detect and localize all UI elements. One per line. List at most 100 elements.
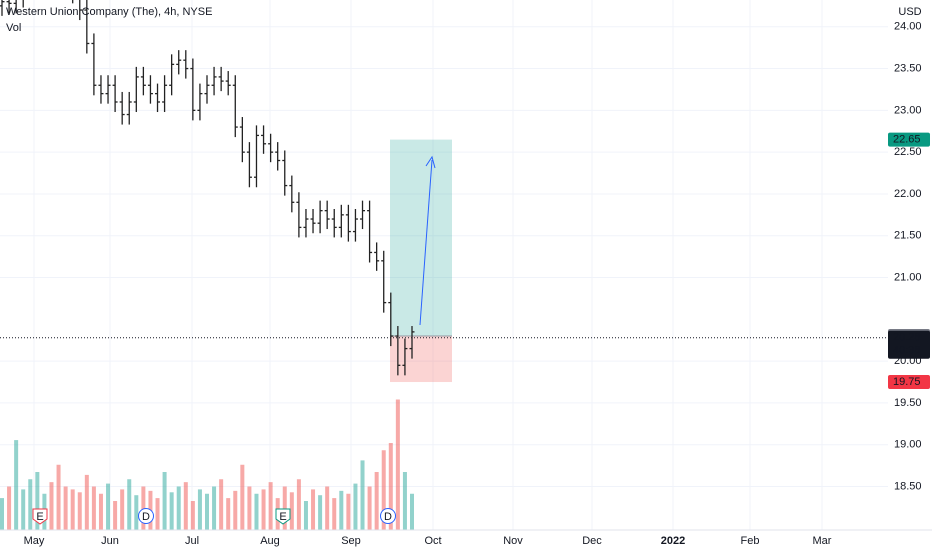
x-tick-label: 2022 xyxy=(661,535,685,547)
stop-label-box xyxy=(888,375,930,390)
volume-bar xyxy=(127,479,132,530)
x-tick-label: Jul xyxy=(185,535,199,547)
volume-bar xyxy=(205,493,209,530)
x-tick-label: Dec xyxy=(582,535,602,547)
y-tick-label: 23.00 xyxy=(894,104,922,116)
volume-bar xyxy=(155,498,160,530)
y-tick-label: 19.50 xyxy=(894,397,922,409)
volume-bar xyxy=(169,492,174,530)
volume-bar xyxy=(325,486,330,530)
x-tick-label: Jun xyxy=(101,535,119,547)
volume-bar xyxy=(28,479,33,530)
volume-bar xyxy=(374,472,379,530)
volume-bar xyxy=(70,489,75,530)
event-marker: E xyxy=(275,508,291,525)
volume-bar xyxy=(91,486,96,530)
volume-bar xyxy=(268,482,273,530)
volume-bar xyxy=(303,501,308,530)
event-marker: D xyxy=(380,508,396,524)
volume-bar xyxy=(395,399,400,530)
x-tick-label: Aug xyxy=(260,535,280,547)
event-label: E xyxy=(36,511,43,523)
volume-bar xyxy=(311,489,316,530)
volume-bar xyxy=(0,498,4,530)
volume-bar xyxy=(318,495,323,530)
volume-bar xyxy=(106,483,111,530)
volume-bar xyxy=(240,464,245,530)
volume-bar xyxy=(402,472,407,530)
volume-bar xyxy=(289,492,294,530)
volume-bar xyxy=(381,450,386,530)
event-label: D xyxy=(384,511,392,523)
arrow-head xyxy=(425,155,436,169)
volume-bar xyxy=(247,486,252,530)
volume-bar xyxy=(141,486,146,530)
volume-bar xyxy=(14,440,19,530)
volume-bar xyxy=(49,482,54,530)
volume-bar xyxy=(410,493,414,530)
volume-bar xyxy=(56,464,61,530)
volume-bar xyxy=(63,486,68,530)
y-tick-label: 21.00 xyxy=(894,271,922,283)
countdown: 40:38 xyxy=(893,345,921,357)
x-tick-label: Feb xyxy=(741,535,760,547)
position-arrow xyxy=(419,159,433,326)
y-tick-label: 22.50 xyxy=(894,146,922,158)
volume-bar xyxy=(261,489,266,530)
position-profit xyxy=(390,139,452,337)
volume-label: Vol xyxy=(6,22,21,34)
volume-bar xyxy=(197,489,202,530)
x-tick-label: May xyxy=(24,535,45,547)
event-shape xyxy=(380,508,396,524)
y-tick-label: 24.00 xyxy=(894,21,922,33)
volume-bar xyxy=(190,501,195,530)
volume-bar xyxy=(183,482,188,530)
volume-bar xyxy=(367,486,372,530)
volume-bar xyxy=(162,472,167,530)
y-tick-label: 18.50 xyxy=(894,480,922,492)
volume-bar xyxy=(339,490,344,530)
event-shape xyxy=(138,508,154,524)
position-loss xyxy=(390,336,452,383)
last-price-box xyxy=(888,330,930,359)
volume-bar xyxy=(226,498,231,530)
y-tick-label: 19.00 xyxy=(894,439,922,451)
volume-bar xyxy=(388,443,393,530)
event-label: E xyxy=(279,511,286,523)
currency: USD xyxy=(898,6,921,18)
y-tick-label: 21.50 xyxy=(894,230,922,242)
volume-bar xyxy=(84,474,89,530)
stop-label: 19.75 xyxy=(893,376,921,388)
volume-bar xyxy=(296,479,301,530)
volume-bar xyxy=(332,498,337,530)
chart-title: Western Union Company (The), 4h, NYSE xyxy=(6,6,212,18)
x-tick-label: Nov xyxy=(503,535,523,547)
volume-bar xyxy=(134,495,139,530)
event-shape xyxy=(275,508,291,525)
y-tick-label: 22.00 xyxy=(894,188,922,200)
x-tick-label: Sep xyxy=(341,535,361,547)
last-price-label: 20.28 xyxy=(893,332,921,344)
volume-bar xyxy=(77,492,82,530)
event-label: D xyxy=(142,511,150,523)
volume-bar xyxy=(212,486,217,530)
volume-bar xyxy=(21,489,26,530)
volume-bar xyxy=(360,460,365,530)
volume-bar xyxy=(176,486,181,530)
x-tick-label: Mar xyxy=(813,535,832,547)
volume-bar xyxy=(254,493,259,530)
volume-bar xyxy=(346,493,351,530)
volume-bar xyxy=(35,472,40,530)
price-axis xyxy=(888,0,932,550)
event-shape xyxy=(32,508,48,525)
event-marker: D xyxy=(138,508,154,524)
volume-bar xyxy=(233,490,238,530)
grid xyxy=(0,0,888,530)
volume-bar xyxy=(113,501,118,530)
volume-bar xyxy=(7,486,12,530)
event-marker: E xyxy=(32,508,48,525)
target-label-box xyxy=(888,132,930,147)
volume-bar xyxy=(282,486,287,530)
plot xyxy=(0,0,888,530)
